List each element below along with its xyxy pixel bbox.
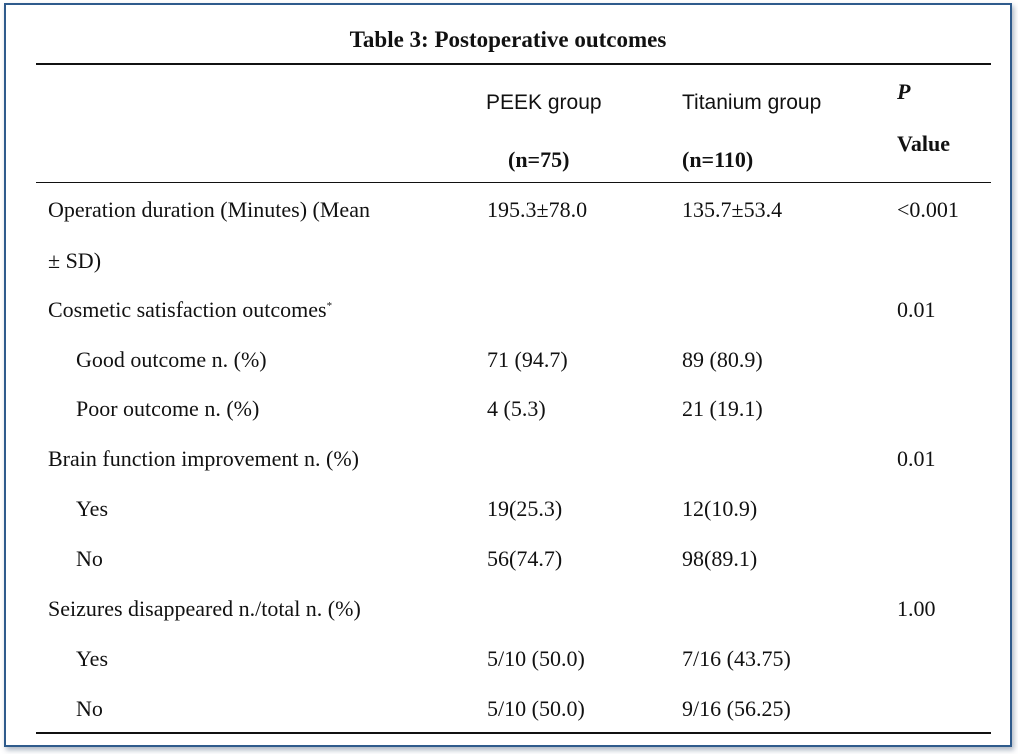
- cell-p-value: 0.01: [897, 446, 936, 471]
- cell-peek: 56(74.7): [487, 546, 563, 571]
- cell-peek: 4 (5.3): [487, 396, 546, 421]
- cell-titanium: 9/16 (56.25): [682, 696, 791, 721]
- row-label: Operation duration (Minutes) (Mean: [48, 197, 370, 222]
- footnote-marker: *: [326, 300, 333, 312]
- cell-titanium: 98(89.1): [682, 546, 758, 571]
- table-frame: Table 3: Postoperative outcomes PEEK gro…: [4, 3, 1012, 747]
- top-rule: [36, 63, 991, 65]
- cell-titanium: 12(10.9): [682, 496, 758, 521]
- cell-p-value: <0.001: [897, 197, 959, 222]
- cell-p-value: 0.01: [897, 297, 936, 322]
- cell-titanium: 135.7±53.4: [682, 197, 783, 222]
- cell-titanium: 7/16 (43.75): [682, 646, 791, 671]
- row-label: No: [76, 546, 103, 571]
- cell-peek: 5/10 (50.0): [487, 696, 585, 721]
- header-peek-group: PEEK group: [486, 91, 602, 114]
- row-label: No: [76, 696, 103, 721]
- table-title: Table 3: Postoperative outcomes: [349, 27, 667, 52]
- cell-peek: 5/10 (50.0): [487, 646, 585, 671]
- row-label: Seizures disappeared n./total n. (%): [48, 596, 361, 621]
- header-peek-n: (n=75): [508, 147, 570, 172]
- cell-peek: 19(25.3): [487, 496, 563, 521]
- header-p-label: P: [897, 79, 911, 104]
- row-label: Cosmetic satisfaction outcomes*: [48, 297, 332, 323]
- header-titanium-n: (n=110): [682, 147, 754, 172]
- row-label: Yes: [76, 496, 109, 521]
- cell-titanium: 21 (19.1): [682, 396, 763, 421]
- bottom-rule: [36, 732, 991, 734]
- row-label-text: Cosmetic satisfaction outcomes: [48, 297, 327, 322]
- row-label: Brain function improvement n. (%): [48, 446, 359, 471]
- header-p-value-label: Value: [897, 131, 950, 156]
- row-label: Good outcome n. (%): [76, 347, 267, 372]
- header-rule: [36, 182, 991, 183]
- cell-p-value: 1.00: [897, 596, 936, 621]
- row-label: Poor outcome n. (%): [76, 396, 260, 421]
- row-label: Yes: [76, 646, 109, 671]
- cell-peek: 195.3±78.0: [487, 197, 588, 222]
- cell-titanium: 89 (80.9): [682, 347, 763, 372]
- header-titanium-group: Titanium group: [682, 91, 822, 114]
- cell-peek: 71 (94.7): [487, 347, 568, 372]
- row-label-continued: ± SD): [48, 248, 102, 273]
